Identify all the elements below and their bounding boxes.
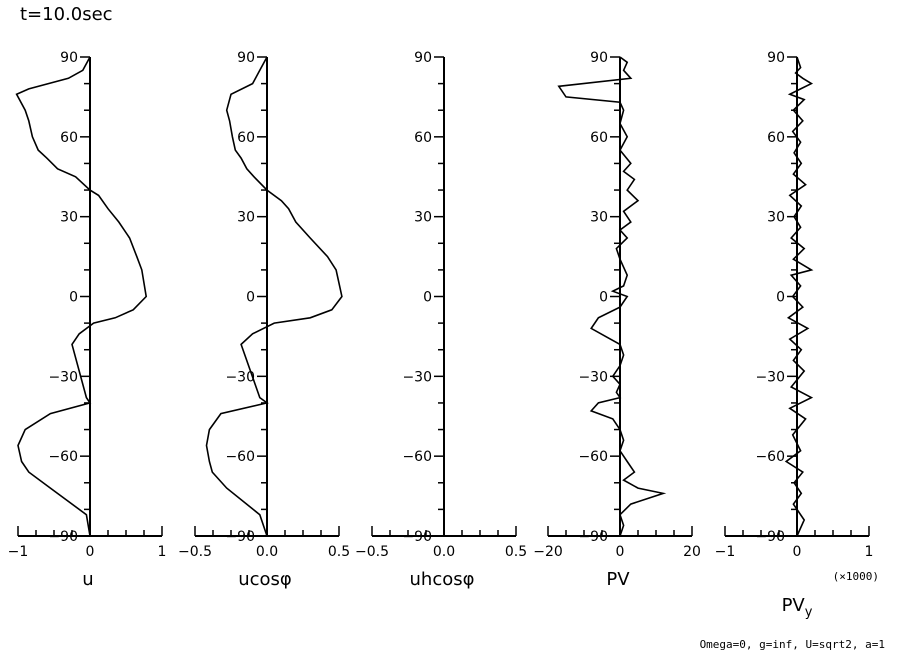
x-tick-label: 0.5	[505, 544, 527, 560]
y-tick-label: 90	[237, 50, 255, 66]
y-tick-label: −60	[402, 449, 432, 465]
y-tick-label: 30	[767, 210, 785, 226]
series-line	[205, 56, 343, 537]
x-tick-label: 0	[616, 544, 625, 560]
x-tick-label: −1	[8, 544, 29, 560]
x-axis-label: ucosφ	[238, 569, 292, 590]
y-tick-label: 0	[423, 290, 432, 306]
x-axis-label: u	[82, 569, 93, 590]
y-tick-label: 90	[414, 50, 432, 66]
y-tick-label: 60	[767, 130, 785, 146]
y-tick-label: 30	[414, 210, 432, 226]
y-tick-label: −90	[402, 529, 432, 545]
chart-panel: −90 −60 −30 0 30 60 90 −1 0 1 u	[8, 50, 167, 590]
chart-panel: −90 −60 −30 0 30 60 90 −1 0 1 PVy (×1000)	[715, 50, 879, 620]
y-tick-label: −60	[755, 449, 785, 465]
y-tick-label: −60	[225, 449, 255, 465]
y-tick-label: 0	[776, 290, 785, 306]
x-scale-note: (×1000)	[833, 570, 879, 583]
y-tick-label: 90	[767, 50, 785, 66]
y-tick-label: 0	[599, 290, 608, 306]
x-tick-label: −0.5	[355, 544, 389, 560]
x-tick-label: 0	[86, 544, 95, 560]
y-tick-label: 30	[590, 210, 608, 226]
y-tick-label: −60	[578, 449, 608, 465]
x-tick-label: 1	[158, 544, 167, 560]
y-tick-label: −30	[402, 369, 432, 385]
y-tick-label: 30	[237, 210, 255, 226]
y-tick-label: −90	[48, 529, 78, 545]
y-tick-label: −30	[225, 369, 255, 385]
x-tick-label: −20	[533, 544, 563, 560]
chart-panel: −90 −60 −30 0 30 60 90 −20 0 20 PV	[533, 50, 701, 590]
series-line	[557, 56, 667, 537]
y-tick-label: −90	[578, 529, 608, 545]
y-tick-label: 0	[69, 290, 78, 306]
y-tick-label: −30	[755, 369, 785, 385]
y-tick-label: 30	[60, 210, 78, 226]
y-tick-label: −90	[225, 529, 255, 545]
x-axis-label: PVy	[782, 595, 813, 620]
page-title: t=10.0sec	[20, 4, 113, 25]
chart-panel: −90 −60 −30 0 30 60 90 −0.5 0.0 0.5 ucosφ	[178, 50, 350, 590]
y-tick-label: 0	[246, 290, 255, 306]
x-tick-label: −1	[715, 544, 736, 560]
series-line	[15, 56, 148, 537]
x-tick-label: 0.5	[328, 544, 350, 560]
y-tick-label: 60	[60, 130, 78, 146]
series-line	[784, 56, 814, 537]
chart-panels: −90 −60 −30 0 30 60 90 −1 0 1 u −90 −60 −30 0 30 60 90 −0.…	[8, 50, 879, 620]
y-tick-label: 90	[60, 50, 78, 66]
x-axis-label: uhcosφ	[410, 569, 475, 590]
x-tick-label: 0.0	[433, 544, 455, 560]
y-tick-label: 90	[590, 50, 608, 66]
x-tick-label: −0.5	[178, 544, 212, 560]
y-tick-label: −90	[755, 529, 785, 545]
x-tick-label: 1	[865, 544, 874, 560]
x-tick-label: 20	[683, 544, 701, 560]
x-tick-label: 0	[793, 544, 802, 560]
y-tick-label: −60	[48, 449, 78, 465]
y-tick-label: −30	[48, 369, 78, 385]
y-tick-label: 60	[590, 130, 608, 146]
x-axis-label: PV	[606, 569, 630, 590]
chart-panel: −90 −60 −30 0 30 60 90 −0.5 0.0 0.5 uhcosφ	[355, 50, 527, 590]
x-tick-label: 0.0	[256, 544, 278, 560]
y-tick-label: 60	[414, 130, 432, 146]
footer-note: Omega=0, g=inf, U=sqrt2, a=1	[700, 638, 885, 651]
y-tick-label: −30	[578, 369, 608, 385]
y-tick-label: 60	[237, 130, 255, 146]
